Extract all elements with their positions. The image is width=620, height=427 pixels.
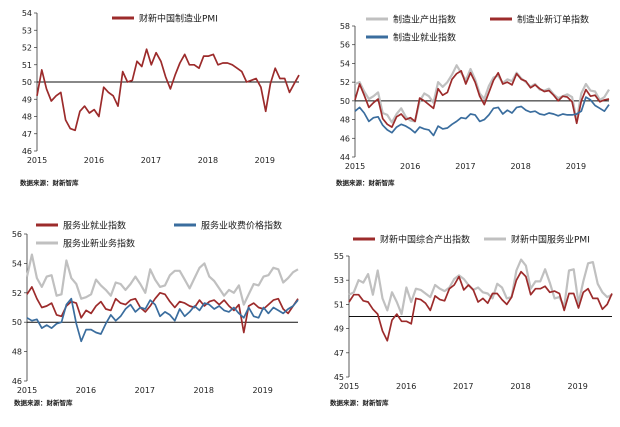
y-tick-label: 52 <box>340 78 350 87</box>
series-line-0 <box>348 270 613 342</box>
y-tick-label: 48 <box>12 348 22 357</box>
x-tick-label: 2016 <box>400 162 420 171</box>
y-tick-label: 53 <box>22 26 32 35</box>
legend-label-1: 制造业新订单指数 <box>517 14 589 26</box>
y-tick-label: 45 <box>334 373 344 382</box>
y-tick-label: 50 <box>12 318 22 327</box>
y-tick-label: 55 <box>334 252 344 261</box>
y-tick-label: 56 <box>340 41 350 50</box>
y-tick-label: 54 <box>22 9 32 18</box>
series-line-1 <box>26 297 299 343</box>
y-tick-label: 49 <box>334 325 344 334</box>
series-line-1 <box>348 258 613 316</box>
y-tick-label: 46 <box>340 134 350 143</box>
legend-label-0: 制造业产出指数 <box>393 14 456 26</box>
x-tick-label: 2019 <box>568 382 588 391</box>
chart-panel-services-subindices: 4648505254562015 2016 2017 2018 2019服务业就业指数服… <box>12 220 299 407</box>
series-line-0 <box>26 286 299 334</box>
x-tick-label: 2016 <box>84 156 104 165</box>
x-tick-label: 2018 <box>510 162 530 171</box>
x-tick-label: 2015 <box>17 386 37 395</box>
source-note: 数据来源：财新智库 <box>20 178 79 187</box>
y-tick-label: 52 <box>22 44 32 53</box>
x-tick-label: 2017 <box>453 382 473 391</box>
legend-label-2: 服务业新业务指数 <box>63 238 135 250</box>
x-tick-label: 2017 <box>141 156 161 165</box>
y-tick-label: 53 <box>334 276 344 285</box>
y-tick-label: 54 <box>340 59 350 68</box>
x-tick-label: 2019 <box>252 386 272 395</box>
y-tick-label: 46 <box>12 377 22 386</box>
y-tick-label: 51 <box>22 61 32 70</box>
y-tick-label: 52 <box>12 289 22 298</box>
y-tick-label: 44 <box>340 153 350 162</box>
y-tick-label: 51 <box>334 300 344 309</box>
y-tick-label: 50 <box>340 97 350 106</box>
y-tick-label: 48 <box>340 116 350 125</box>
x-tick-label: 2015 <box>345 162 365 171</box>
y-tick-label: 56 <box>12 230 22 239</box>
y-tick-label: 47 <box>334 349 344 358</box>
x-tick-label: 2017 <box>135 386 155 395</box>
x-tick-label: 2018 <box>510 382 530 391</box>
source-note: 数据来源：财新智库 <box>14 398 73 407</box>
series-line-1 <box>354 70 610 128</box>
x-tick-label: 2015 <box>339 382 359 391</box>
y-tick-label: 46 <box>22 147 32 156</box>
legend-label-0: 财新中国综合产出指数 <box>380 234 470 246</box>
legend-label-0: 财新中国制造业PMI <box>139 13 218 25</box>
y-tick-label: 48 <box>22 113 32 122</box>
legend-label-0: 服务业就业指数 <box>63 220 126 232</box>
y-tick-label: 47 <box>22 130 32 139</box>
y-tick-label: 58 <box>340 22 350 31</box>
y-tick-label: 54 <box>12 259 22 268</box>
x-tick-label: 2017 <box>455 162 475 171</box>
x-tick-label: 2016 <box>396 382 416 391</box>
x-tick-label: 2019 <box>255 156 275 165</box>
series-line-2 <box>25 253 299 306</box>
series-line-0 <box>354 64 610 124</box>
chart-panel-manufacturing-pmi: 46 47 48 49 50 51 52 53 54 2015 2016 2017 2018 2019 财新… <box>20 9 300 187</box>
source-note: 数据来源：财新智库 <box>330 398 389 407</box>
series-line-2 <box>354 96 610 137</box>
x-tick-label: 2018 <box>194 386 214 395</box>
y-tick-label: 49 <box>22 95 32 104</box>
chart-panel-composite-and-services: 45 47 49 51 53 55 2015 2016 2017 2018 2019 财新中国综合产出… <box>330 234 613 407</box>
chart-panel-manufacturing-subindices: 44 46 48 50 52 54 56 58 2015 2016 2017 2018 2019 制造业产… <box>336 14 610 187</box>
x-tick-label: 2018 <box>198 156 218 165</box>
legend-label-1: 服务业收费价格指数 <box>201 220 282 232</box>
series-line-0 <box>36 48 300 132</box>
source-note: 数据来源：财新智库 <box>336 178 395 187</box>
x-tick-label: 2015 <box>27 156 47 165</box>
y-tick-label: 50 <box>22 78 32 87</box>
legend-label-1: 财新中国服务业PMI <box>511 234 590 246</box>
x-tick-label: 2019 <box>566 162 586 171</box>
legend-label-2: 制造业就业指数 <box>393 32 456 44</box>
x-tick-label: 2016 <box>76 386 96 395</box>
